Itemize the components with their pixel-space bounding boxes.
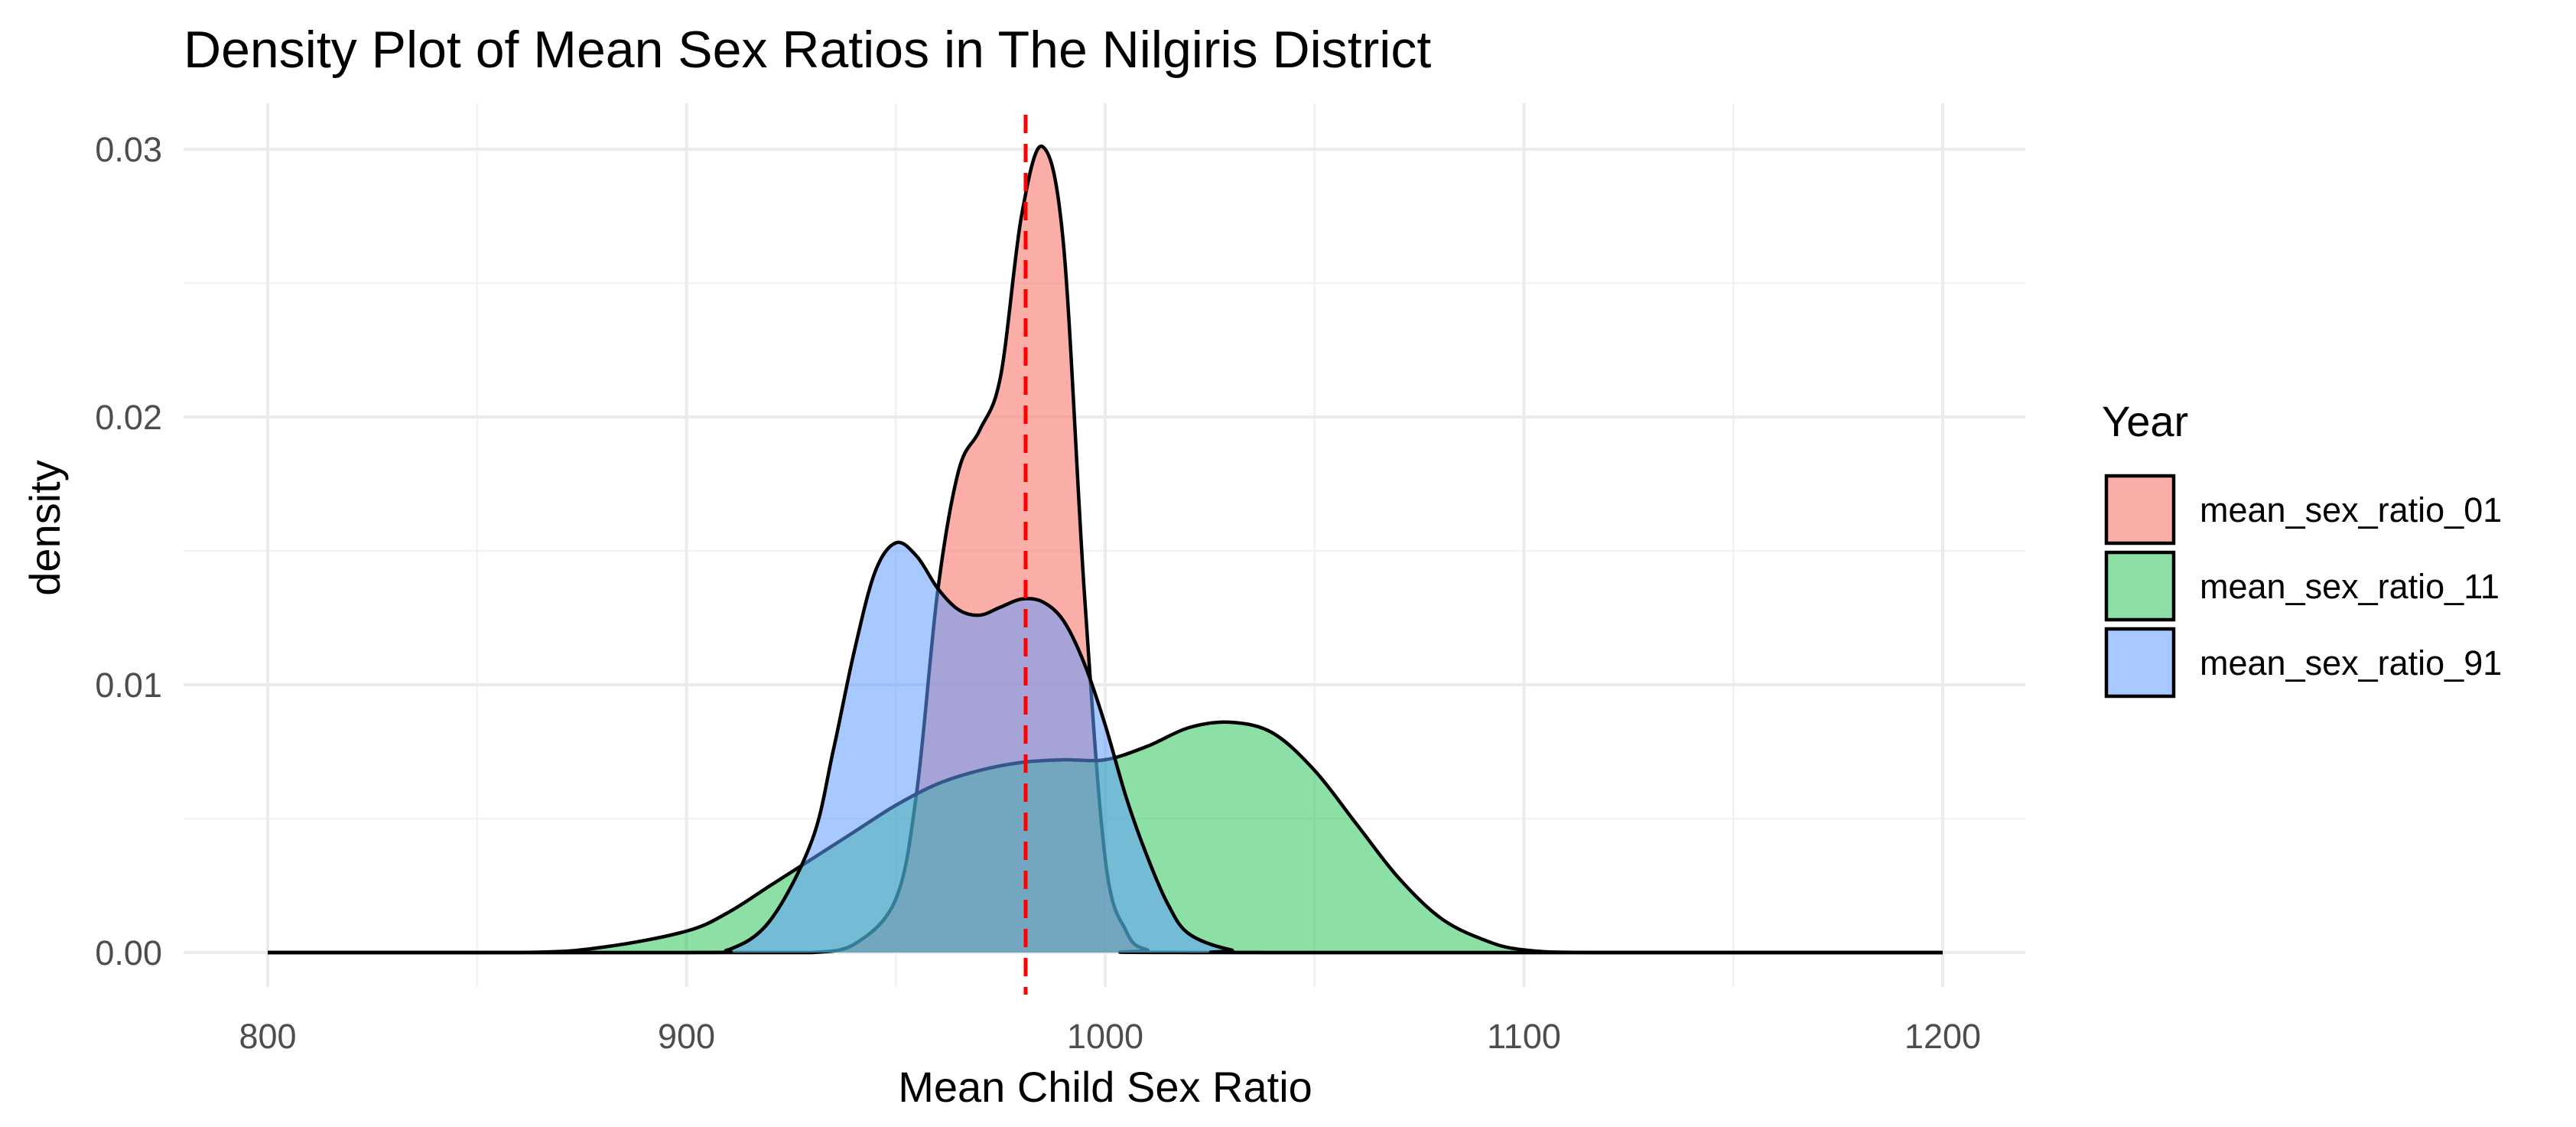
legend-swatch bbox=[2104, 550, 2176, 622]
density-curve-mean_sex_ratio_91 bbox=[268, 540, 1943, 955]
y-tick-label: 0.03 bbox=[95, 130, 162, 169]
legend-item-mean_sex_ratio_91: mean_sex_ratio_91 bbox=[2103, 626, 2502, 699]
legend-label: mean_sex_ratio_91 bbox=[2200, 643, 2502, 682]
x-tick-label: 1100 bbox=[1487, 1017, 1561, 1056]
density-series-layer bbox=[268, 144, 1943, 955]
legend-key-bg bbox=[2103, 549, 2177, 623]
y-tick-label: 0.02 bbox=[95, 398, 162, 437]
legend: Year mean_sex_ratio_01 mean_sex_ratio_11m… bbox=[2102, 397, 2502, 699]
axis-labels-layer: 800 900 1000 1100 1200 0.00 0.01 0.02 0.03 bbox=[95, 130, 1981, 1056]
x-tick-label: 900 bbox=[658, 1017, 715, 1056]
legend-item-mean_sex_ratio_01: mean_sex_ratio_01 bbox=[2103, 473, 2502, 546]
x-tick-label: 1000 bbox=[1067, 1017, 1143, 1056]
x-tick-label: 1200 bbox=[1904, 1017, 1981, 1056]
chart-title: Density Plot of Mean Sex Ratios in The N… bbox=[184, 21, 1431, 79]
y-axis-title: density bbox=[21, 460, 69, 595]
legend-item-mean_sex_ratio_11: mean_sex_ratio_11 bbox=[2103, 549, 2500, 623]
legend-title: Year bbox=[2102, 397, 2188, 445]
legend-swatch bbox=[2104, 627, 2176, 699]
y-tick-label: 0.00 bbox=[95, 933, 162, 972]
legend-label: mean_sex_ratio_01 bbox=[2200, 490, 2502, 529]
x-axis-title: Mean Child Sex Ratio bbox=[898, 1063, 1312, 1111]
density-area-mean_sex_ratio_91 bbox=[268, 542, 1943, 953]
x-tick-label: 800 bbox=[239, 1017, 296, 1056]
legend-swatch bbox=[2104, 474, 2176, 546]
legend-label: mean_sex_ratio_11 bbox=[2200, 567, 2500, 606]
y-tick-label: 0.01 bbox=[95, 666, 162, 705]
